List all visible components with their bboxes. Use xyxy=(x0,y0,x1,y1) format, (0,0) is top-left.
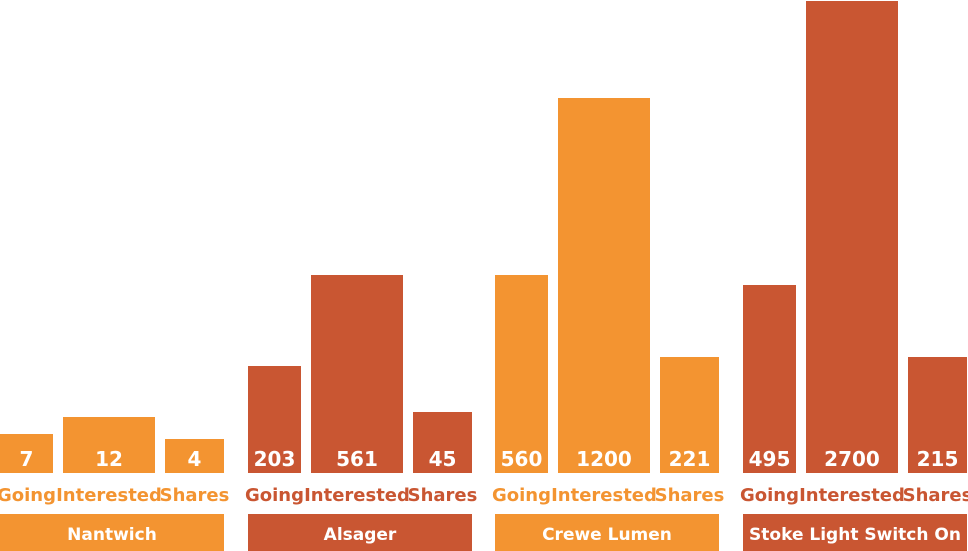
group-label: Nantwich xyxy=(67,525,157,545)
data-label: 203 xyxy=(254,447,296,471)
data-label: 45 xyxy=(429,447,457,471)
group-label: Alsager xyxy=(324,525,397,545)
bar-interested xyxy=(311,275,403,473)
bar-group: 560 Going 1200 Interested 221 Shares Crewe Lum… xyxy=(492,98,724,551)
group-band xyxy=(743,514,967,551)
bar-interested xyxy=(806,1,898,473)
category-label: Shares xyxy=(408,485,478,506)
data-label: 560 xyxy=(501,447,543,471)
data-label: 1200 xyxy=(576,447,632,471)
group-band xyxy=(0,514,224,551)
category-label: Interested xyxy=(551,485,657,506)
category-label: Shares xyxy=(655,485,725,506)
bar-group: 203 Going 561 Interested 45 Shares Alsager xyxy=(245,275,477,551)
bar-going xyxy=(248,366,301,473)
group-label: Crewe Lumen xyxy=(542,525,672,545)
group-band xyxy=(495,514,719,551)
category-label: Going xyxy=(245,485,304,506)
bar-going xyxy=(0,434,53,473)
category-label: Shares xyxy=(160,485,230,506)
group-label: Stoke Light Switch On xyxy=(749,525,961,545)
category-label: Interested xyxy=(799,485,905,506)
bar-shares xyxy=(413,412,472,473)
bar-shares xyxy=(165,439,224,473)
data-label: 221 xyxy=(669,447,711,471)
category-label: Interested xyxy=(304,485,410,506)
data-label: 12 xyxy=(95,447,123,471)
bar-shares xyxy=(660,357,719,473)
bar-interested xyxy=(558,98,650,473)
bar-group: 495 Going 2700 Interested 215 Shares Stoke Lig… xyxy=(740,1,968,551)
data-label: 561 xyxy=(336,447,378,471)
data-label: 2700 xyxy=(824,447,880,471)
category-label: Going xyxy=(0,485,56,506)
bar-going xyxy=(495,275,548,473)
data-label: 7 xyxy=(20,447,34,471)
group-band xyxy=(248,514,472,551)
bar-shares xyxy=(908,357,967,473)
data-label: 4 xyxy=(188,447,202,471)
category-label: Going xyxy=(492,485,551,506)
bar-interested xyxy=(63,417,155,473)
bar-going xyxy=(743,285,796,473)
category-label: Going xyxy=(740,485,799,506)
data-label: 495 xyxy=(749,447,791,471)
category-label: Shares xyxy=(903,485,968,506)
data-label: 215 xyxy=(917,447,959,471)
category-label: Interested xyxy=(56,485,162,506)
